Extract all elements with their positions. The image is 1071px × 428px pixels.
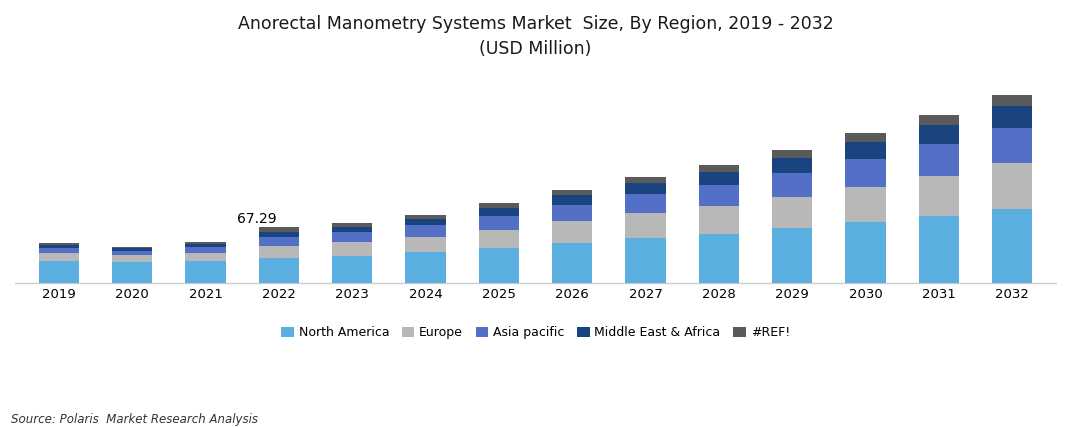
- Bar: [259, 237, 299, 246]
- Bar: [112, 247, 152, 248]
- Bar: [332, 242, 373, 256]
- Bar: [552, 195, 592, 205]
- Bar: [845, 159, 886, 187]
- Bar: [259, 258, 299, 283]
- Bar: [185, 247, 226, 253]
- Bar: [406, 215, 446, 219]
- Bar: [992, 95, 1032, 106]
- Bar: [112, 255, 152, 262]
- Bar: [332, 227, 373, 232]
- Bar: [845, 222, 886, 283]
- Bar: [332, 256, 373, 283]
- Bar: [259, 227, 299, 232]
- Bar: [479, 203, 519, 208]
- Bar: [698, 184, 739, 206]
- Bar: [698, 172, 739, 184]
- Bar: [552, 205, 592, 221]
- Bar: [406, 253, 446, 283]
- Bar: [112, 251, 152, 255]
- Bar: [112, 248, 152, 251]
- Bar: [992, 106, 1032, 128]
- Title: Anorectal Manometry Systems Market  Size, By Region, 2019 - 2032
(USD Million): Anorectal Manometry Systems Market Size,…: [238, 15, 833, 58]
- Bar: [625, 183, 665, 194]
- Bar: [625, 214, 665, 238]
- Bar: [479, 248, 519, 283]
- Bar: [919, 125, 959, 144]
- Bar: [39, 243, 79, 245]
- Bar: [772, 229, 812, 283]
- Bar: [39, 261, 79, 283]
- Bar: [992, 208, 1032, 283]
- Bar: [185, 244, 226, 247]
- Bar: [39, 245, 79, 248]
- Bar: [185, 253, 226, 261]
- Bar: [919, 216, 959, 283]
- Bar: [698, 206, 739, 234]
- Bar: [845, 133, 886, 142]
- Bar: [39, 248, 79, 253]
- Bar: [406, 226, 446, 237]
- Bar: [625, 238, 665, 283]
- Bar: [112, 262, 152, 283]
- Bar: [772, 158, 812, 172]
- Bar: [919, 144, 959, 176]
- Bar: [479, 208, 519, 216]
- Text: 67.29: 67.29: [237, 212, 276, 226]
- Bar: [845, 187, 886, 222]
- Bar: [552, 190, 592, 195]
- Bar: [406, 237, 446, 253]
- Bar: [845, 142, 886, 159]
- Bar: [698, 165, 739, 172]
- Bar: [698, 234, 739, 283]
- Bar: [919, 115, 959, 125]
- Bar: [625, 177, 665, 183]
- Text: Source: Polaris  Market Research Analysis: Source: Polaris Market Research Analysis: [11, 413, 258, 426]
- Bar: [772, 197, 812, 229]
- Bar: [406, 219, 446, 226]
- Bar: [332, 223, 373, 227]
- Bar: [992, 128, 1032, 163]
- Bar: [479, 216, 519, 229]
- Bar: [772, 172, 812, 197]
- Bar: [625, 194, 665, 214]
- Bar: [552, 221, 592, 243]
- Bar: [772, 150, 812, 158]
- Bar: [185, 261, 226, 283]
- Bar: [185, 242, 226, 244]
- Bar: [552, 243, 592, 283]
- Bar: [259, 232, 299, 237]
- Bar: [259, 246, 299, 258]
- Legend: North America, Europe, Asia pacific, Middle East & Africa, #REF!: North America, Europe, Asia pacific, Mid…: [276, 321, 795, 345]
- Bar: [992, 163, 1032, 208]
- Bar: [332, 232, 373, 242]
- Bar: [919, 176, 959, 216]
- Bar: [479, 229, 519, 248]
- Bar: [39, 253, 79, 261]
